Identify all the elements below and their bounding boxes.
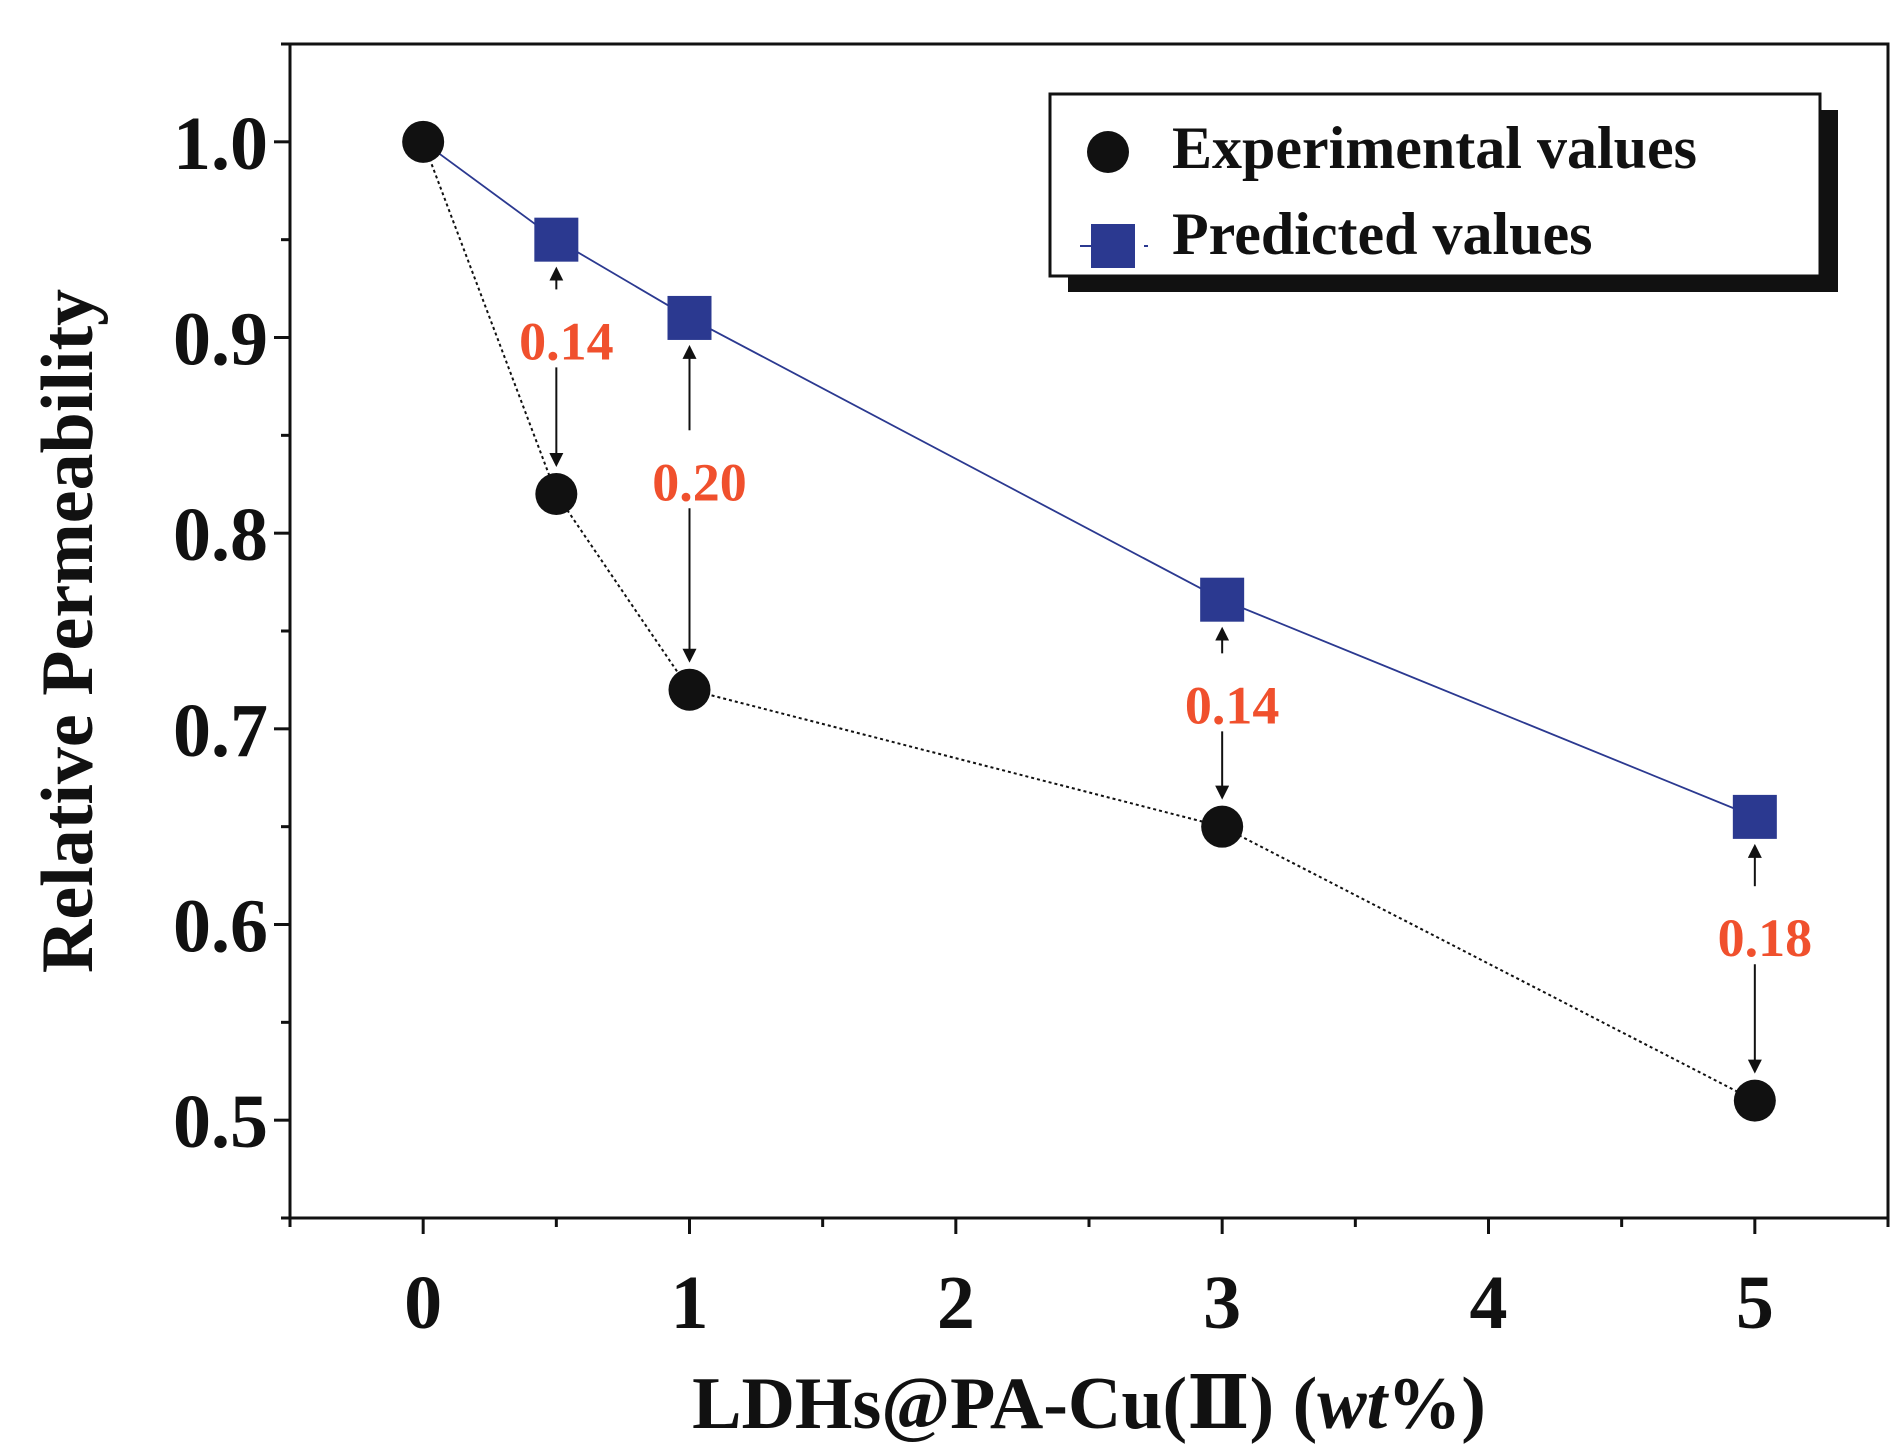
y-tick-label: 0.6 [173,885,268,969]
y-tick-label: 1.0 [173,102,268,186]
experimental-point [1733,1079,1776,1122]
x-tick-label: 5 [1736,1261,1774,1345]
difference-label: 0.14 [519,311,614,371]
y-tick-label: 0.9 [173,298,268,382]
x-tick-label: 0 [404,1261,442,1345]
y-tick-label: 0.7 [173,689,268,773]
x-axis-title-main: LDHs@PA-Cu(Ⅱ) ( [692,1363,1317,1445]
difference-label: 0.18 [1718,908,1813,968]
x-tick-label: 2 [937,1261,975,1345]
legend-predicted-label: Predicted values [1172,201,1593,267]
x-tick-label: 4 [1470,1261,1508,1345]
y-tick-label: 0.8 [173,493,268,577]
difference-annotations: 0.14 0.20 0.14 0.18 [519,266,1813,1074]
predicted-point [667,295,712,340]
x-axis-title-italic: wt [1317,1363,1389,1445]
experimental-point [1201,805,1244,848]
x-tick-label: 3 [1203,1261,1241,1345]
x-tick-label: 1 [671,1261,709,1345]
experimental-point [402,120,445,163]
axis-ticks [274,42,1890,1234]
difference-label: 0.14 [1185,675,1280,735]
predicted-point [534,217,579,262]
experimental-point [535,473,578,516]
x-axis-title: LDHs@PA-Cu(Ⅱ) (wt%) [692,1363,1486,1445]
tick-labels: 0 1 2 3 4 5 0.5 0.6 0.7 0.8 0.9 1.0 [173,102,1774,1345]
x-axis-title-tail: %) [1387,1363,1486,1445]
legend-experimental-marker [1087,131,1129,173]
legend-predicted-marker [1091,224,1135,268]
legend-box [1048,92,1822,278]
legend-experimental-label: Experimental values [1172,115,1697,181]
series-markers [402,120,1777,1122]
predicted-point [1200,577,1245,622]
y-axis-title: Relative Permeability [27,289,109,973]
y-tick-label: 0.5 [173,1080,268,1164]
legend: Experimental values Predicted values [1048,92,1838,292]
predicted-point [1732,794,1777,839]
experimental-point [668,668,711,711]
difference-label: 0.20 [652,452,747,512]
